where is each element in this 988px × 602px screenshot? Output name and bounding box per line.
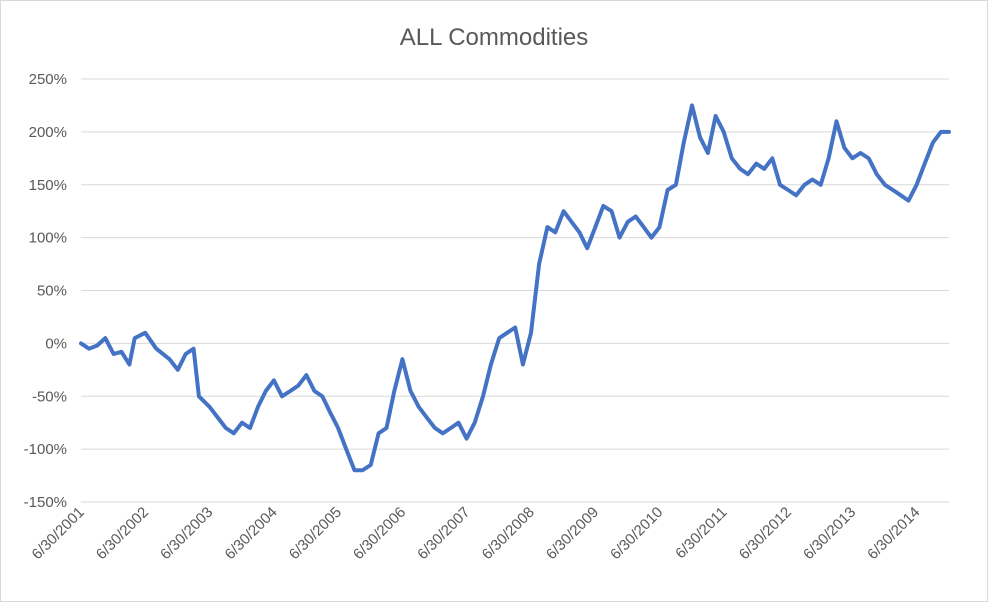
x-tick-label: 6/30/2005 xyxy=(286,504,345,563)
y-tick-label: 200% xyxy=(29,124,67,141)
y-tick-label: -150% xyxy=(24,494,67,511)
x-tick-label: 6/30/2011 xyxy=(672,504,730,562)
y-tick-label: 0% xyxy=(45,335,67,352)
x-tick-label: 6/30/2006 xyxy=(350,504,409,563)
y-tick-label: 100% xyxy=(29,230,67,247)
x-tick-label: 6/30/2010 xyxy=(607,504,666,563)
x-tick-label: 6/30/2004 xyxy=(222,504,281,563)
y-tick-label: 250% xyxy=(29,71,67,88)
series-layer xyxy=(79,103,951,473)
x-tick-label: 6/30/2009 xyxy=(543,504,602,563)
x-axis-tick-labels: 6/30/2001 6/30/2002 6/30/2003 6/30/2004 6/30… xyxy=(29,504,924,563)
x-tick-label: 6/30/2007 xyxy=(414,504,473,563)
x-tick-label: 6/30/2001 xyxy=(29,504,88,563)
x-tick-label: 6/30/2003 xyxy=(157,504,216,563)
x-tick-label: 6/30/2012 xyxy=(736,504,795,563)
y-tick-label: 150% xyxy=(29,177,67,194)
chart-title: ALL Commodities xyxy=(400,24,589,51)
x-tick-label: 6/30/2008 xyxy=(479,504,538,563)
y-tick-label: -100% xyxy=(24,441,67,458)
x-tick-label: 6/30/2002 xyxy=(93,504,152,563)
y-tick-label: 50% xyxy=(37,283,67,300)
gridlines xyxy=(81,78,949,503)
y-axis-tick-labels: -150% -100% -50% 0% 50% 100% 150% 200% 250% xyxy=(24,71,67,511)
y-tick-label: -50% xyxy=(32,388,67,405)
x-tick-label: 6/30/2013 xyxy=(800,504,859,563)
series-line xyxy=(79,103,951,473)
x-tick-label: 6/30/2014 xyxy=(864,504,923,563)
